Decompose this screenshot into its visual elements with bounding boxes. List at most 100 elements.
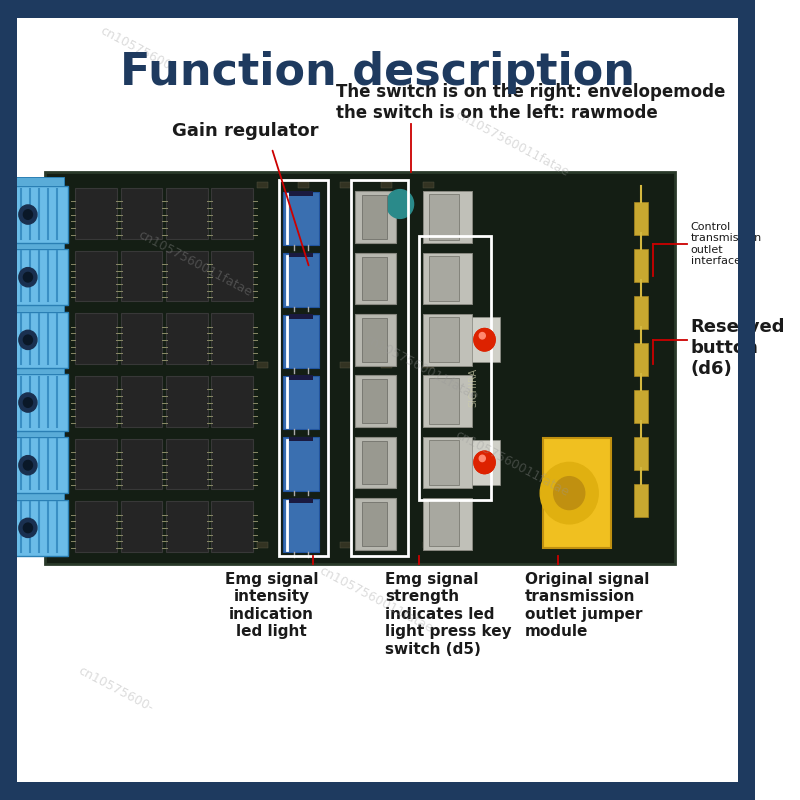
Bar: [419, 237, 490, 499]
Text: cn1057560011fatae: cn1057560011fatae: [453, 108, 571, 179]
Circle shape: [19, 393, 37, 412]
Bar: [75, 376, 117, 426]
Bar: [354, 253, 396, 304]
Bar: [15, 427, 64, 437]
Bar: [429, 501, 459, 546]
Circle shape: [23, 210, 33, 219]
Bar: [15, 365, 64, 374]
Circle shape: [479, 455, 486, 462]
Bar: [422, 498, 472, 550]
Bar: [634, 296, 647, 329]
Bar: [422, 182, 434, 188]
Bar: [543, 438, 611, 548]
Circle shape: [19, 518, 37, 538]
Text: SICHIRA: SICHIRA: [468, 368, 478, 407]
Text: Original signal
transmission
outlet jumper
module: Original signal transmission outlet jump…: [525, 572, 649, 639]
Bar: [362, 379, 387, 423]
Bar: [75, 438, 117, 490]
Bar: [472, 317, 500, 362]
Bar: [362, 257, 387, 300]
Bar: [422, 253, 472, 304]
Circle shape: [19, 267, 37, 286]
Bar: [289, 498, 314, 502]
Bar: [340, 182, 351, 188]
Bar: [283, 498, 319, 552]
Bar: [257, 182, 268, 188]
Bar: [15, 490, 64, 500]
Bar: [75, 250, 117, 302]
Bar: [75, 314, 117, 364]
Bar: [289, 314, 314, 318]
Bar: [298, 362, 310, 368]
Bar: [362, 502, 387, 546]
Bar: [283, 438, 319, 490]
Text: cn1057560011fatae: cn1057560011fatae: [362, 332, 481, 403]
Bar: [11, 437, 68, 494]
Bar: [354, 375, 396, 427]
Bar: [429, 194, 459, 240]
Text: cn1057560011fatae: cn1057560011fatae: [453, 428, 571, 499]
Bar: [15, 239, 64, 249]
Bar: [75, 188, 117, 238]
Text: cn1057560011fatae: cn1057560011fatae: [136, 228, 254, 299]
Bar: [429, 256, 459, 301]
Bar: [351, 180, 407, 556]
Circle shape: [23, 460, 33, 470]
Bar: [121, 188, 162, 238]
Bar: [211, 188, 253, 238]
Circle shape: [479, 333, 486, 339]
Bar: [738, 0, 754, 800]
Bar: [634, 343, 647, 376]
Bar: [634, 484, 647, 517]
Bar: [11, 312, 68, 368]
Bar: [166, 314, 207, 364]
Bar: [634, 249, 647, 282]
Bar: [75, 502, 117, 552]
Bar: [121, 438, 162, 490]
Bar: [422, 362, 434, 368]
Bar: [46, 172, 675, 564]
Bar: [211, 438, 253, 490]
Bar: [634, 202, 647, 234]
Bar: [166, 502, 207, 552]
Bar: [422, 314, 472, 366]
Circle shape: [474, 451, 495, 474]
Text: Function description: Function description: [120, 50, 635, 94]
Bar: [422, 542, 434, 548]
Bar: [121, 250, 162, 302]
Bar: [0, 0, 754, 18]
Bar: [422, 437, 472, 488]
Bar: [354, 498, 396, 550]
Bar: [166, 188, 207, 238]
Bar: [11, 186, 68, 242]
Bar: [354, 314, 396, 366]
Bar: [0, 782, 754, 800]
Text: cn10575600-: cn10575600-: [98, 25, 178, 75]
Text: cn10575600-: cn10575600-: [75, 665, 155, 715]
Circle shape: [386, 190, 414, 218]
Circle shape: [23, 272, 33, 282]
Bar: [381, 542, 393, 548]
Bar: [211, 314, 253, 364]
Bar: [15, 302, 64, 312]
Circle shape: [554, 477, 585, 510]
Bar: [283, 376, 319, 430]
Text: Reserved
button
(d6): Reserved button (d6): [690, 318, 785, 378]
Bar: [472, 440, 500, 485]
Bar: [289, 375, 314, 380]
Bar: [121, 502, 162, 552]
Bar: [362, 195, 387, 239]
Bar: [289, 253, 314, 258]
Bar: [257, 362, 268, 368]
Bar: [166, 250, 207, 302]
Bar: [634, 390, 647, 423]
Bar: [279, 180, 328, 556]
Bar: [121, 376, 162, 426]
Text: Emg signal
strength
indicates led
light press key
switch (d5): Emg signal strength indicates led light …: [385, 572, 511, 657]
Circle shape: [474, 329, 495, 351]
Bar: [340, 542, 351, 548]
Bar: [354, 191, 396, 243]
Bar: [166, 376, 207, 426]
Bar: [422, 191, 472, 243]
Text: cn1057560011fatae: cn1057560011fatae: [317, 564, 435, 635]
